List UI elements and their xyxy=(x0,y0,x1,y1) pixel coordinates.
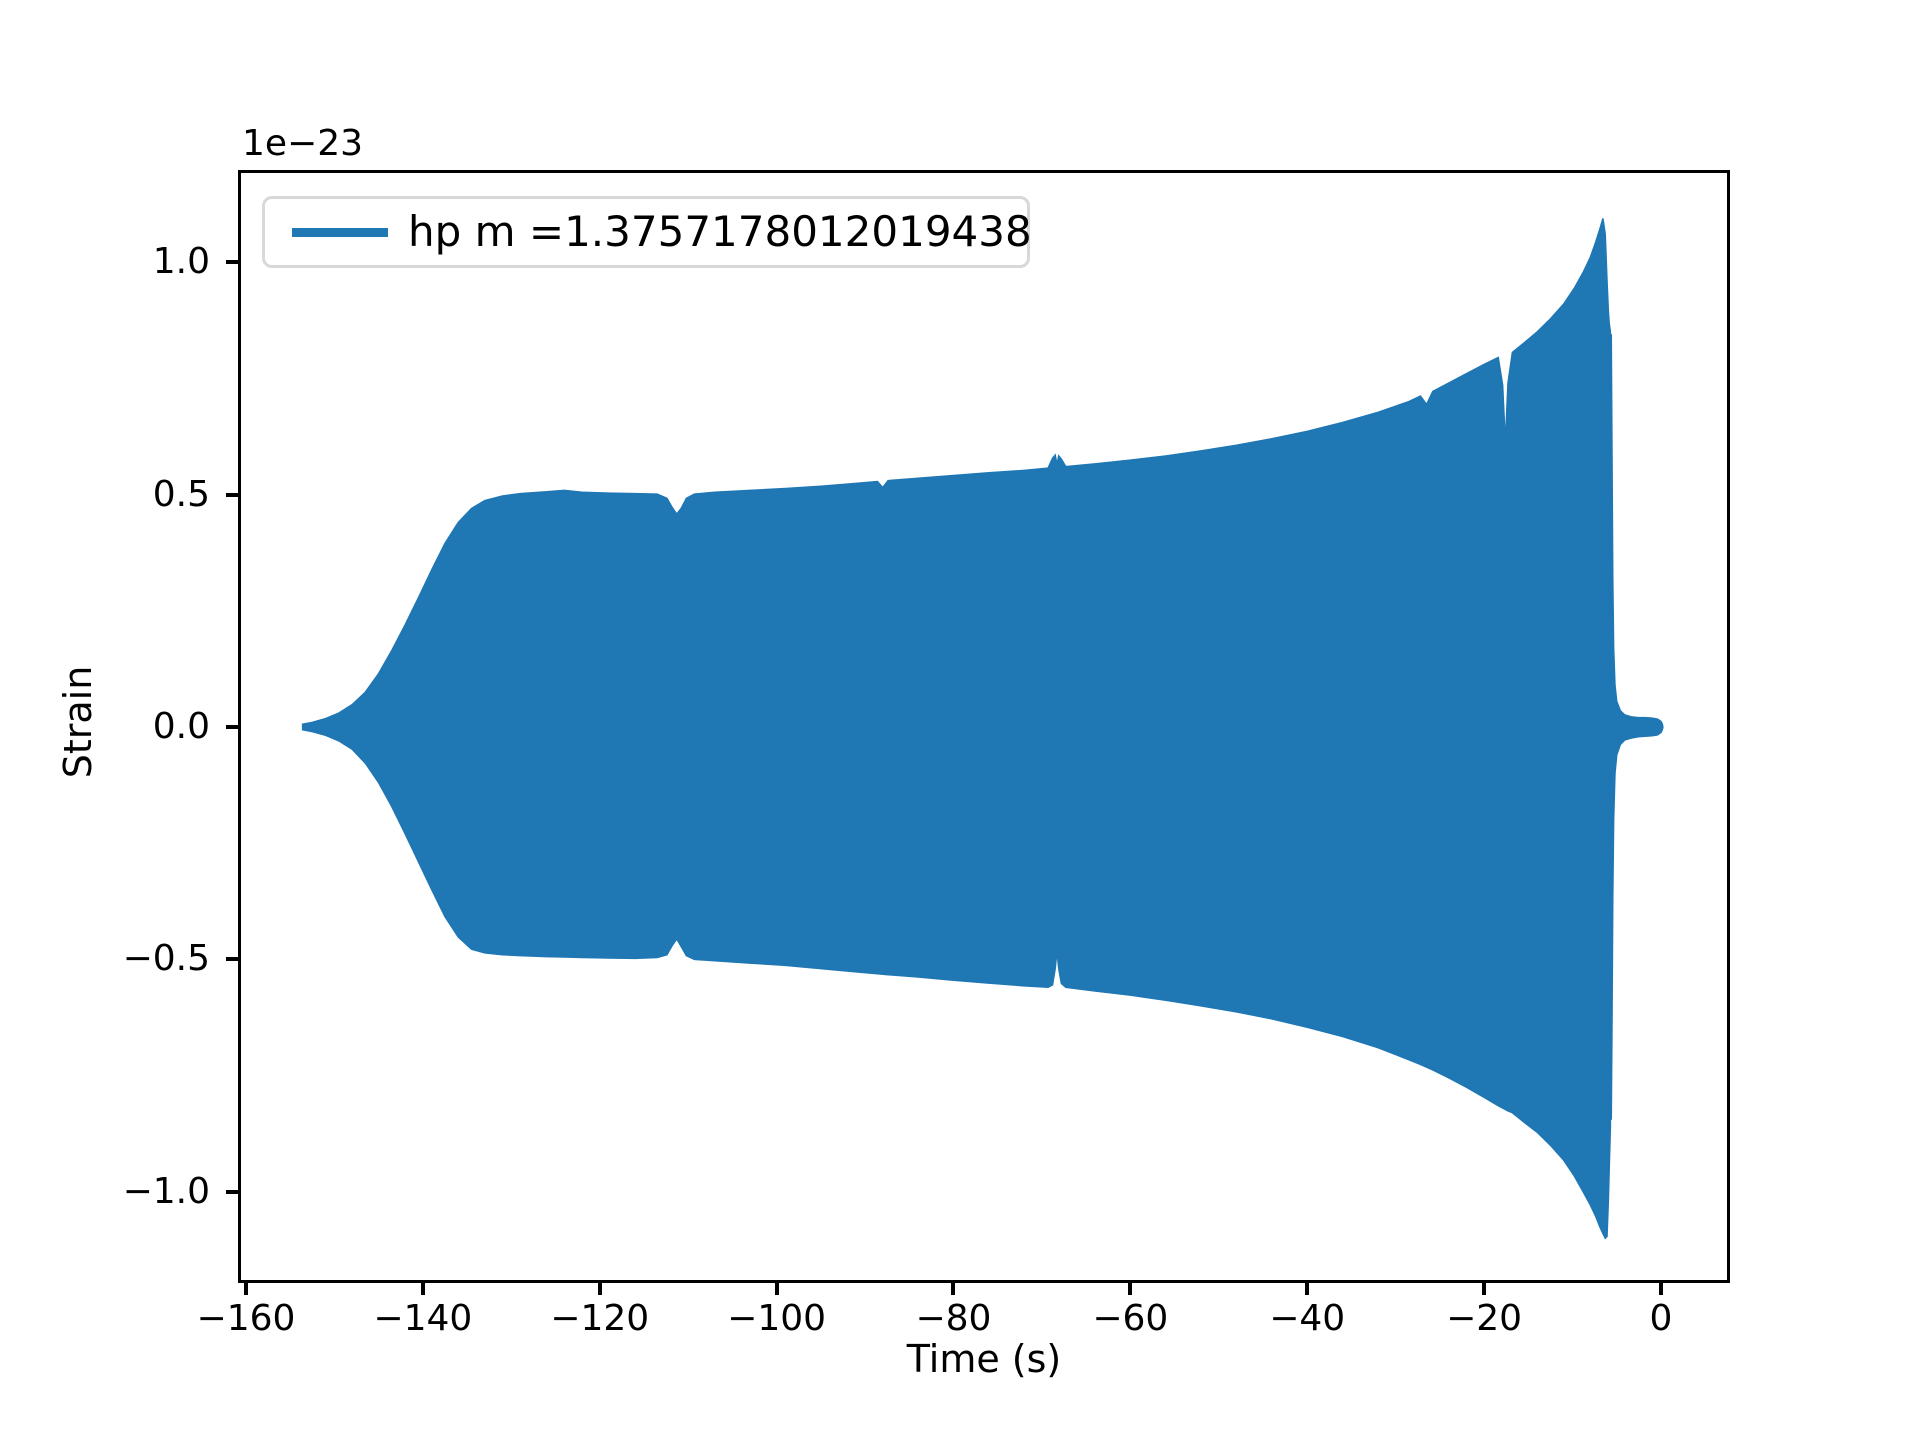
y-tick-mark xyxy=(226,260,238,265)
x-tick-label: −60 xyxy=(1092,1298,1169,1339)
y-tick-mark xyxy=(226,957,238,962)
y-tick-label: 0.0 xyxy=(152,705,210,747)
x-tick-mark xyxy=(1128,1283,1133,1295)
waveform-inspiral-chirp xyxy=(301,218,1612,1240)
legend-line-swatch xyxy=(292,227,388,237)
x-tick-mark xyxy=(597,1283,602,1295)
y-tick-mark xyxy=(226,492,238,497)
waveform-merger-ringdown xyxy=(1610,334,1664,1120)
x-tick-label: −40 xyxy=(1269,1298,1346,1339)
y-tick-mark xyxy=(226,724,238,729)
x-tick-label: −120 xyxy=(550,1298,650,1339)
x-tick-label: −80 xyxy=(915,1298,992,1339)
x-axis-label: Time (s) xyxy=(906,1337,1062,1381)
x-tick-mark xyxy=(420,1283,425,1295)
strain-waveform-plot xyxy=(301,218,1664,1240)
legend: hp m =1.3757178012019438 xyxy=(262,196,1032,268)
x-tick-label: −160 xyxy=(196,1298,296,1339)
x-tick-mark xyxy=(951,1283,956,1295)
x-tick-label: 0 xyxy=(1649,1298,1673,1339)
x-tick-mark xyxy=(1482,1283,1487,1295)
x-tick-mark xyxy=(1658,1283,1663,1295)
x-tick-mark xyxy=(244,1283,248,1295)
y-tick-label: −1.0 xyxy=(122,1170,210,1212)
y-tick-label: −0.5 xyxy=(122,938,210,980)
x-tick-label: −100 xyxy=(727,1298,827,1339)
y-tick-mark xyxy=(226,1189,238,1194)
y-axis-offset-text: 1e−23 xyxy=(242,123,364,164)
x-tick-label: −140 xyxy=(373,1298,473,1339)
y-tick-label: 1.0 xyxy=(152,241,210,283)
legend-label: hp m =1.3757178012019438 xyxy=(408,206,1032,256)
x-tick-mark xyxy=(774,1283,779,1295)
x-tick-mark xyxy=(1305,1283,1310,1295)
y-tick-label: 0.5 xyxy=(152,473,210,515)
x-tick-label: −20 xyxy=(1446,1298,1523,1339)
